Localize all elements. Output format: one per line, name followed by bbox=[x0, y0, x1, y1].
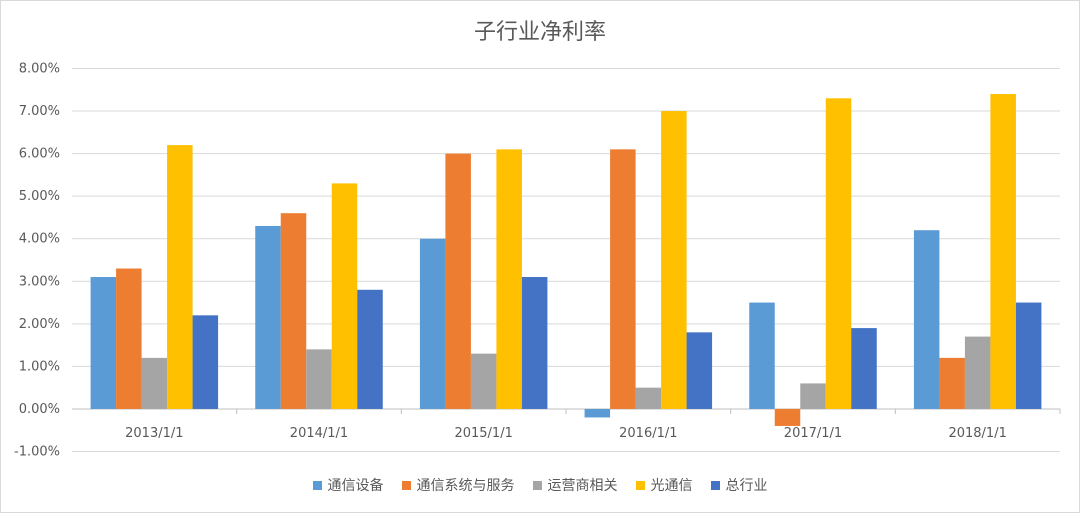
bar-光通信-2017/1/1 bbox=[825, 98, 852, 409]
legend-swatch bbox=[312, 480, 322, 490]
x-tick-label: 2014/1/1 bbox=[290, 426, 348, 441]
bar-光通信-2013/1/1 bbox=[167, 145, 193, 409]
x-tick-label: 2016/1/1 bbox=[619, 426, 677, 441]
bar-运营商相关-2016/1/1 bbox=[635, 387, 662, 409]
y-tick-label: 1.00% bbox=[19, 359, 60, 374]
y-tick-label: 6.00% bbox=[19, 147, 60, 162]
y-tick-label: -1.00% bbox=[14, 445, 60, 460]
bar-通信设备-2013/1/1 bbox=[90, 277, 117, 409]
legend-label: 运营商相关 bbox=[547, 478, 618, 494]
legend-swatch bbox=[401, 480, 411, 490]
bar-通信设备-2016/1/1 bbox=[584, 408, 611, 418]
y-tick-label: 8.00% bbox=[19, 62, 60, 77]
bar-光通信-2018/1/1 bbox=[990, 94, 1016, 409]
bar-运营商相关-2013/1/1 bbox=[141, 357, 168, 409]
y-tick-label: 4.00% bbox=[19, 232, 60, 247]
bar-光通信-2016/1/1 bbox=[661, 111, 687, 409]
bar-通信系统与服务-2013/1/1 bbox=[116, 268, 142, 409]
y-tick-label: 0.00% bbox=[19, 402, 60, 417]
bar-通信系统与服务-2014/1/1 bbox=[280, 213, 307, 409]
bar-总行业-2015/1/1 bbox=[521, 277, 548, 409]
x-tick-label: 2017/1/1 bbox=[784, 426, 842, 441]
bar-光通信-2015/1/1 bbox=[496, 149, 522, 409]
legend-swatch bbox=[710, 480, 720, 490]
x-tick-label: 2018/1/1 bbox=[948, 426, 1006, 441]
legend-item: 光通信 bbox=[635, 475, 693, 495]
bar-总行业-2016/1/1 bbox=[686, 332, 713, 409]
bar-通信设备-2015/1/1 bbox=[419, 238, 446, 409]
bar-光通信-2014/1/1 bbox=[331, 183, 358, 409]
bar-总行业-2014/1/1 bbox=[357, 289, 383, 409]
y-tick-label: 7.00% bbox=[19, 104, 60, 119]
legend-item: 通信设备 bbox=[312, 475, 384, 495]
legend-item: 运营商相关 bbox=[532, 475, 618, 495]
legend-label: 通信设备 bbox=[327, 478, 384, 494]
bar-通信系统与服务-2017/1/1 bbox=[774, 408, 801, 426]
bar-通信系统与服务-2016/1/1 bbox=[610, 149, 636, 409]
bar-运营商相关-2018/1/1 bbox=[964, 336, 991, 409]
bar-总行业-2018/1/1 bbox=[1015, 302, 1042, 409]
y-tick-label: 2.00% bbox=[19, 317, 60, 332]
legend-label: 通信系统与服务 bbox=[416, 478, 515, 494]
legend-item: 通信系统与服务 bbox=[401, 475, 515, 495]
chart-legend: 通信设备 通信系统与服务 运营商相关 光通信 总行业 bbox=[0, 475, 1080, 495]
legend-label: 光通信 bbox=[650, 478, 693, 494]
chart-title: 子行业净利率 bbox=[473, 20, 606, 45]
legend-swatch bbox=[532, 480, 542, 490]
bar-通信系统与服务-2018/1/1 bbox=[939, 357, 965, 409]
bar-通信设备-2014/1/1 bbox=[255, 225, 281, 409]
bar-运营商相关-2015/1/1 bbox=[470, 353, 497, 409]
x-tick-label: 2013/1/1 bbox=[125, 426, 183, 441]
bar-总行业-2013/1/1 bbox=[192, 315, 219, 409]
bar-通信设备-2018/1/1 bbox=[913, 230, 940, 409]
bar-通信系统与服务-2015/1/1 bbox=[445, 153, 471, 409]
legend-label: 总行业 bbox=[725, 478, 768, 494]
legend-swatch bbox=[635, 480, 645, 490]
legend-item: 总行业 bbox=[710, 475, 768, 495]
y-tick-label: 5.00% bbox=[19, 189, 60, 204]
x-tick-label: 2015/1/1 bbox=[454, 426, 512, 441]
bar-运营商相关-2014/1/1 bbox=[306, 349, 332, 409]
bar-总行业-2017/1/1 bbox=[851, 328, 877, 409]
y-tick-label: 3.00% bbox=[19, 274, 60, 289]
bar-运营商相关-2017/1/1 bbox=[800, 383, 826, 409]
bar-通信设备-2017/1/1 bbox=[749, 302, 775, 409]
